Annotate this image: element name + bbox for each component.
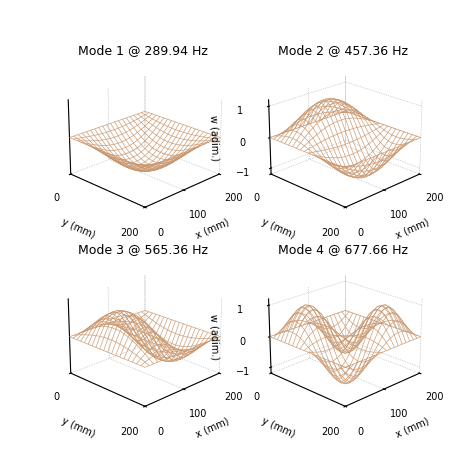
Title: Mode 4 @ 677.66 Hz: Mode 4 @ 677.66 Hz (278, 243, 408, 256)
Y-axis label: y (mm): y (mm) (60, 416, 96, 439)
X-axis label: x (mm): x (mm) (194, 416, 230, 439)
Title: Mode 2 @ 457.36 Hz: Mode 2 @ 457.36 Hz (278, 44, 408, 57)
Y-axis label: y (mm): y (mm) (260, 416, 297, 439)
X-axis label: x (mm): x (mm) (394, 416, 430, 439)
X-axis label: x (mm): x (mm) (394, 217, 430, 240)
Title: Mode 1 @ 289.94 Hz: Mode 1 @ 289.94 Hz (78, 44, 208, 57)
X-axis label: x (mm): x (mm) (194, 217, 230, 240)
Y-axis label: y (mm): y (mm) (260, 217, 297, 240)
Y-axis label: y (mm): y (mm) (60, 217, 96, 240)
Title: Mode 3 @ 565.36 Hz: Mode 3 @ 565.36 Hz (78, 243, 208, 256)
